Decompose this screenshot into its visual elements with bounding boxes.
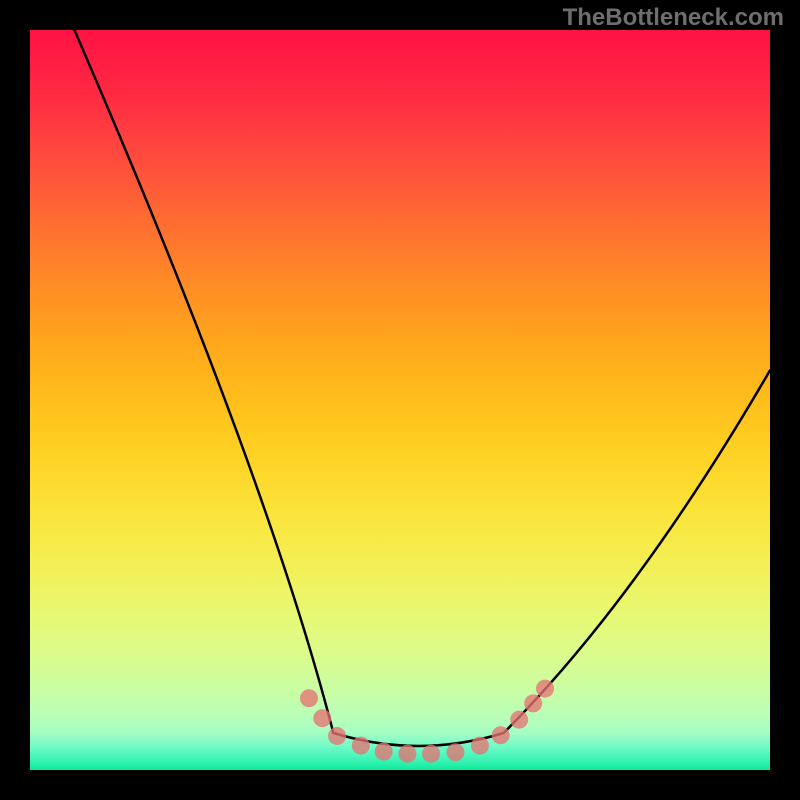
plot-area xyxy=(30,30,770,770)
marker-point xyxy=(352,737,370,755)
marker-point xyxy=(510,711,528,729)
marker-point xyxy=(471,737,489,755)
marker-point xyxy=(398,745,416,763)
marker-point xyxy=(328,727,346,745)
marker-point xyxy=(492,726,510,744)
marker-point xyxy=(536,680,554,698)
chart-root: TheBottleneck.com xyxy=(0,0,800,800)
bottleneck-curve xyxy=(74,30,770,746)
marker-point xyxy=(375,743,393,761)
curve-layer xyxy=(30,30,770,770)
marker-point xyxy=(524,694,542,712)
marker-point xyxy=(447,743,465,761)
marker-point xyxy=(300,689,318,707)
marker-point xyxy=(422,745,440,763)
marker-point xyxy=(313,709,331,727)
watermark-text: TheBottleneck.com xyxy=(563,4,784,32)
